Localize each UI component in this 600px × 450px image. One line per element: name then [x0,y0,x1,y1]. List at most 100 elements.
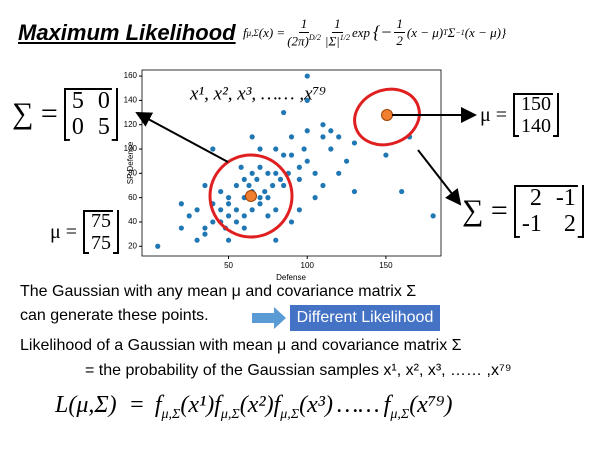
point [304,128,310,134]
f: f [273,392,281,418]
point [254,176,260,183]
matrix-entry: 2 [529,185,542,211]
f: f [383,392,391,418]
red-ellipse [353,87,421,147]
point [351,188,358,195]
num: 1 [332,16,343,33]
brace: {− [373,22,393,43]
likelihood-formula: L(μ,Σ) = fμ,Σ(x¹)fμ,Σ(x²)fμ,Σ(x³)…… fμ,Σ(x… [55,392,453,423]
point [225,213,232,219]
marks [155,73,436,249]
sigma-matrix: ∑ = 5 0 0 5 [12,88,118,141]
label: μ = [480,103,508,126]
point [351,140,358,146]
f: f [154,392,162,418]
y-tick-label: 20 [128,241,137,250]
point [210,146,216,152]
point [312,195,318,201]
label: ∑ = [462,194,508,228]
sigma-matrix: ∑ = 2 -1 -1 2 [462,185,584,238]
sub: μ,Σ [246,27,259,38]
frac: 1 (2π)D/2 [287,16,321,49]
point [288,134,295,140]
lhs: L(μ,Σ) = [55,392,145,418]
point [304,73,310,79]
sup: T [443,28,448,38]
sub: μ,Σ [220,406,240,422]
matrix: 75 75 [83,210,120,254]
sub: μ,Σ [161,406,181,422]
den: (2π) [287,33,309,49]
point [218,207,224,213]
den: |Σ| [324,33,340,49]
mean-point [381,109,393,121]
y-tick-label: 120 [124,120,138,129]
point [328,128,334,134]
red-circle [208,153,294,239]
matrix: 150 140 [513,93,560,137]
x-tick-label: 50 [224,261,233,270]
text: The Gaussian with any mean μ and covaria… [20,283,417,300]
point [320,182,326,189]
sup: 1/2 [339,33,350,42]
point [233,182,240,189]
matrix: 2 -1 -1 2 [513,185,584,238]
point [320,134,326,140]
point [249,170,255,176]
arg: (x²) [239,392,274,418]
matrix-entry: 2 [563,211,576,238]
point [399,188,405,195]
point [241,213,247,219]
mu-vector: μ = 150 140 [480,93,560,137]
y-axis-label: SP Defense [126,141,135,184]
point [210,219,216,225]
y-tick-label: 60 [128,193,137,202]
sample-annotation: x¹, x², x³, …… ,x⁷⁹ [189,83,326,104]
sup: −1 [455,28,465,38]
point [233,219,240,225]
arg: (x¹) [180,392,215,418]
label: ∑ = [12,97,58,131]
mu-vector: μ = 75 75 [50,210,120,254]
point [304,158,310,164]
point [202,231,208,237]
button[interactable]: Different Likelihood [290,305,440,331]
point [194,207,200,213]
y-tick-label: 40 [128,217,137,226]
f: f [243,24,247,40]
point [202,225,208,231]
x-tick-label: 150 [379,261,393,270]
title: Maximum Likelihood [18,20,236,45]
arg: (x) = [258,24,286,40]
blue-arrow [252,307,286,329]
point [296,207,302,213]
ellipsis: …… [336,392,380,418]
point [273,146,279,152]
point [296,164,302,170]
point [257,164,263,170]
y-tick-label: 80 [128,168,137,177]
point [336,134,342,140]
point [430,213,436,219]
y-tick-label: 160 [124,71,138,80]
matrix-entry: 0 [71,114,84,141]
point [225,195,232,201]
sub: μ,Σ [280,406,300,422]
point [178,225,184,231]
x-tick-label: 100 [301,261,315,270]
point [265,170,271,176]
point [225,201,232,207]
sub: μ,Σ [390,406,410,422]
point [273,207,279,213]
point [257,146,263,152]
point [273,170,279,176]
matrix-entry: 150 [521,93,552,115]
mean-point [245,190,257,202]
term: Σ [447,24,456,40]
arg: (x³) [299,392,333,418]
point [304,97,310,103]
point [281,182,287,189]
